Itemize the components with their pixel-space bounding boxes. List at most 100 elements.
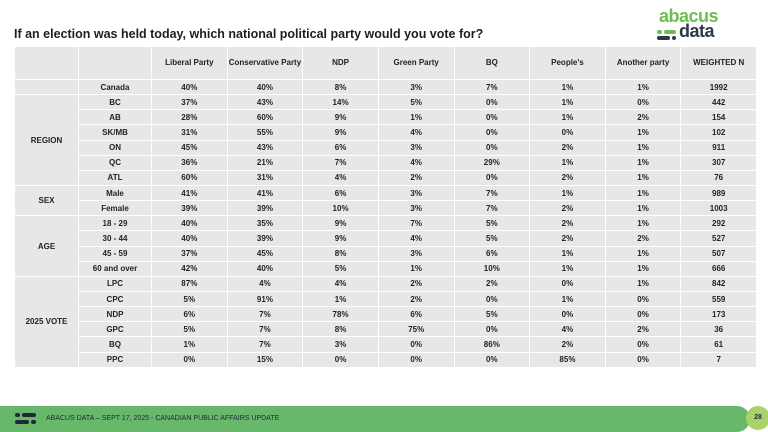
- table-cell: 1%: [529, 260, 606, 277]
- table-cell: 4%: [529, 321, 606, 338]
- table-cell: 0%: [377, 351, 455, 368]
- table-cell: 5%: [453, 215, 531, 232]
- table-cell: 1%: [604, 169, 682, 186]
- logo-text-abacus: abacus: [659, 6, 719, 26]
- table-cell: 3%: [377, 245, 455, 262]
- table-cell: 2%: [377, 290, 455, 308]
- table-cell: 1003: [680, 200, 757, 217]
- table-row: PPC 0% 15% 0% 0% 0% 85% 0% 7: [15, 351, 757, 368]
- table-cell: 61: [680, 336, 757, 353]
- table-row: 60 and over 42% 40% 5% 1% 10% 1% 1% 666: [15, 260, 757, 277]
- table-cell: 666: [680, 260, 757, 277]
- table-cell: 8%: [302, 78, 379, 96]
- table-cell: 40%: [151, 215, 228, 232]
- row-label: ON: [78, 139, 152, 156]
- table-row: 2025 VOTE LPC 87% 4% 4% 2% 2% 0% 1% 842: [14, 275, 757, 368]
- table-cell: 6%: [453, 245, 531, 262]
- table-cell: 0%: [453, 139, 531, 156]
- table-cell: 8%: [302, 321, 379, 338]
- row-label: 60 and over: [78, 260, 152, 277]
- table-cell: 2%: [529, 169, 606, 186]
- table-cell: 1%: [604, 124, 682, 141]
- table-cell: 5%: [151, 321, 228, 338]
- table-cell: 102: [680, 124, 757, 141]
- row-label: NDP: [78, 306, 152, 323]
- table-row: AB 28% 60% 9% 1% 0% 1% 2% 154: [15, 109, 757, 126]
- group-label: 2025 VOTE: [14, 275, 79, 368]
- group-label: AGE: [14, 215, 79, 277]
- table-cell: 5%: [453, 306, 531, 323]
- table-cell: 3%: [377, 200, 455, 217]
- table-row: SK/MB 31% 55% 9% 4% 0% 0% 1% 102: [15, 124, 757, 141]
- footer-bar: ABACUS DATA – SEPT 17, 2025 - CANADIAN P…: [0, 406, 750, 432]
- table-cell: 37%: [151, 94, 228, 111]
- table-cell: 41%: [151, 184, 228, 202]
- table-cell: 1%: [529, 290, 606, 308]
- table-cell: 45%: [226, 245, 304, 262]
- table-cell: 78%: [302, 306, 379, 323]
- table-cell: 842: [680, 275, 757, 292]
- row-label: ATL: [78, 169, 152, 186]
- table-row: NDP 6% 7% 78% 6% 5% 0% 0% 173: [15, 306, 757, 323]
- page-number: 28: [746, 406, 768, 430]
- row-label: 30 - 44: [78, 230, 152, 247]
- table-row: ATL 60% 31% 4% 2% 0% 2% 1% 76: [15, 169, 757, 186]
- row-label: LPC: [78, 275, 152, 292]
- table-cell: 37%: [151, 245, 228, 262]
- table-cell: 0%: [453, 351, 531, 368]
- column-header: People's: [529, 46, 606, 80]
- table-cell: 14%: [302, 94, 379, 111]
- footer-text: ABACUS DATA – SEPT 17, 2025 - CANADIAN P…: [46, 415, 280, 422]
- table-cell: 0%: [302, 351, 379, 368]
- abacus-data-logo: abacus data: [655, 6, 735, 44]
- table-cell: 0%: [604, 336, 682, 353]
- table-cell: 307: [680, 154, 757, 171]
- row-label: PPC: [78, 351, 152, 368]
- table-cell: 7%: [226, 321, 304, 338]
- table-row: 45 - 59 37% 45% 8% 3% 6% 1% 1% 507: [15, 245, 757, 262]
- row-label: GPC: [78, 321, 152, 338]
- table-row: GPC 5% 7% 8% 75% 0% 4% 2% 36: [15, 321, 757, 338]
- table-cell: 0%: [453, 94, 531, 111]
- table-cell: 989: [680, 184, 757, 202]
- table-cell: 3%: [377, 78, 455, 96]
- table-cell: 28%: [151, 109, 228, 126]
- table-cell: 5%: [377, 94, 455, 111]
- row-label: AB: [78, 109, 152, 126]
- table-cell: 2%: [529, 139, 606, 156]
- page-title: If an election was held today, which nat…: [14, 27, 484, 41]
- table-cell: 2%: [529, 230, 606, 247]
- table-cell: 76: [680, 169, 757, 186]
- table-cell: 4%: [377, 230, 455, 247]
- table-cell: 9%: [302, 215, 379, 232]
- table-cell: 2%: [377, 275, 455, 292]
- table-cell: 31%: [226, 169, 304, 186]
- table-cell: 9%: [302, 124, 379, 141]
- table-cell: 1%: [529, 245, 606, 262]
- table-cell: 10%: [302, 200, 379, 217]
- table-cell: 0%: [604, 290, 682, 308]
- group-label: SEX: [14, 184, 79, 217]
- table-cell: 1%: [377, 260, 455, 277]
- table-cell: 1%: [604, 184, 682, 202]
- row-label: 18 - 29: [78, 215, 152, 232]
- vote-intention-table: Liberal Party Conservative Party NDP Green …: [14, 46, 757, 368]
- table-cell: 0%: [377, 336, 455, 353]
- table-cell: 8%: [302, 245, 379, 262]
- column-header: Green Party: [377, 46, 455, 80]
- table-cell: 1%: [529, 78, 606, 96]
- table-cell: 1%: [604, 275, 682, 292]
- table-cell: 6%: [151, 306, 228, 323]
- table-cell: 29%: [453, 154, 531, 171]
- table-cell: 60%: [226, 109, 304, 126]
- table-cell: 2%: [529, 200, 606, 217]
- group-label: REGION: [14, 94, 79, 186]
- table-cell: 1%: [529, 154, 606, 171]
- table-row: QC 36% 21% 7% 4% 29% 1% 1% 307: [15, 154, 757, 171]
- table-cell: 2%: [604, 321, 682, 338]
- table-cell: 7%: [226, 306, 304, 323]
- table-cell: 0%: [604, 351, 682, 368]
- table-cell: 1%: [604, 139, 682, 156]
- table-cell: 0%: [453, 290, 531, 308]
- row-label: Female: [78, 200, 152, 217]
